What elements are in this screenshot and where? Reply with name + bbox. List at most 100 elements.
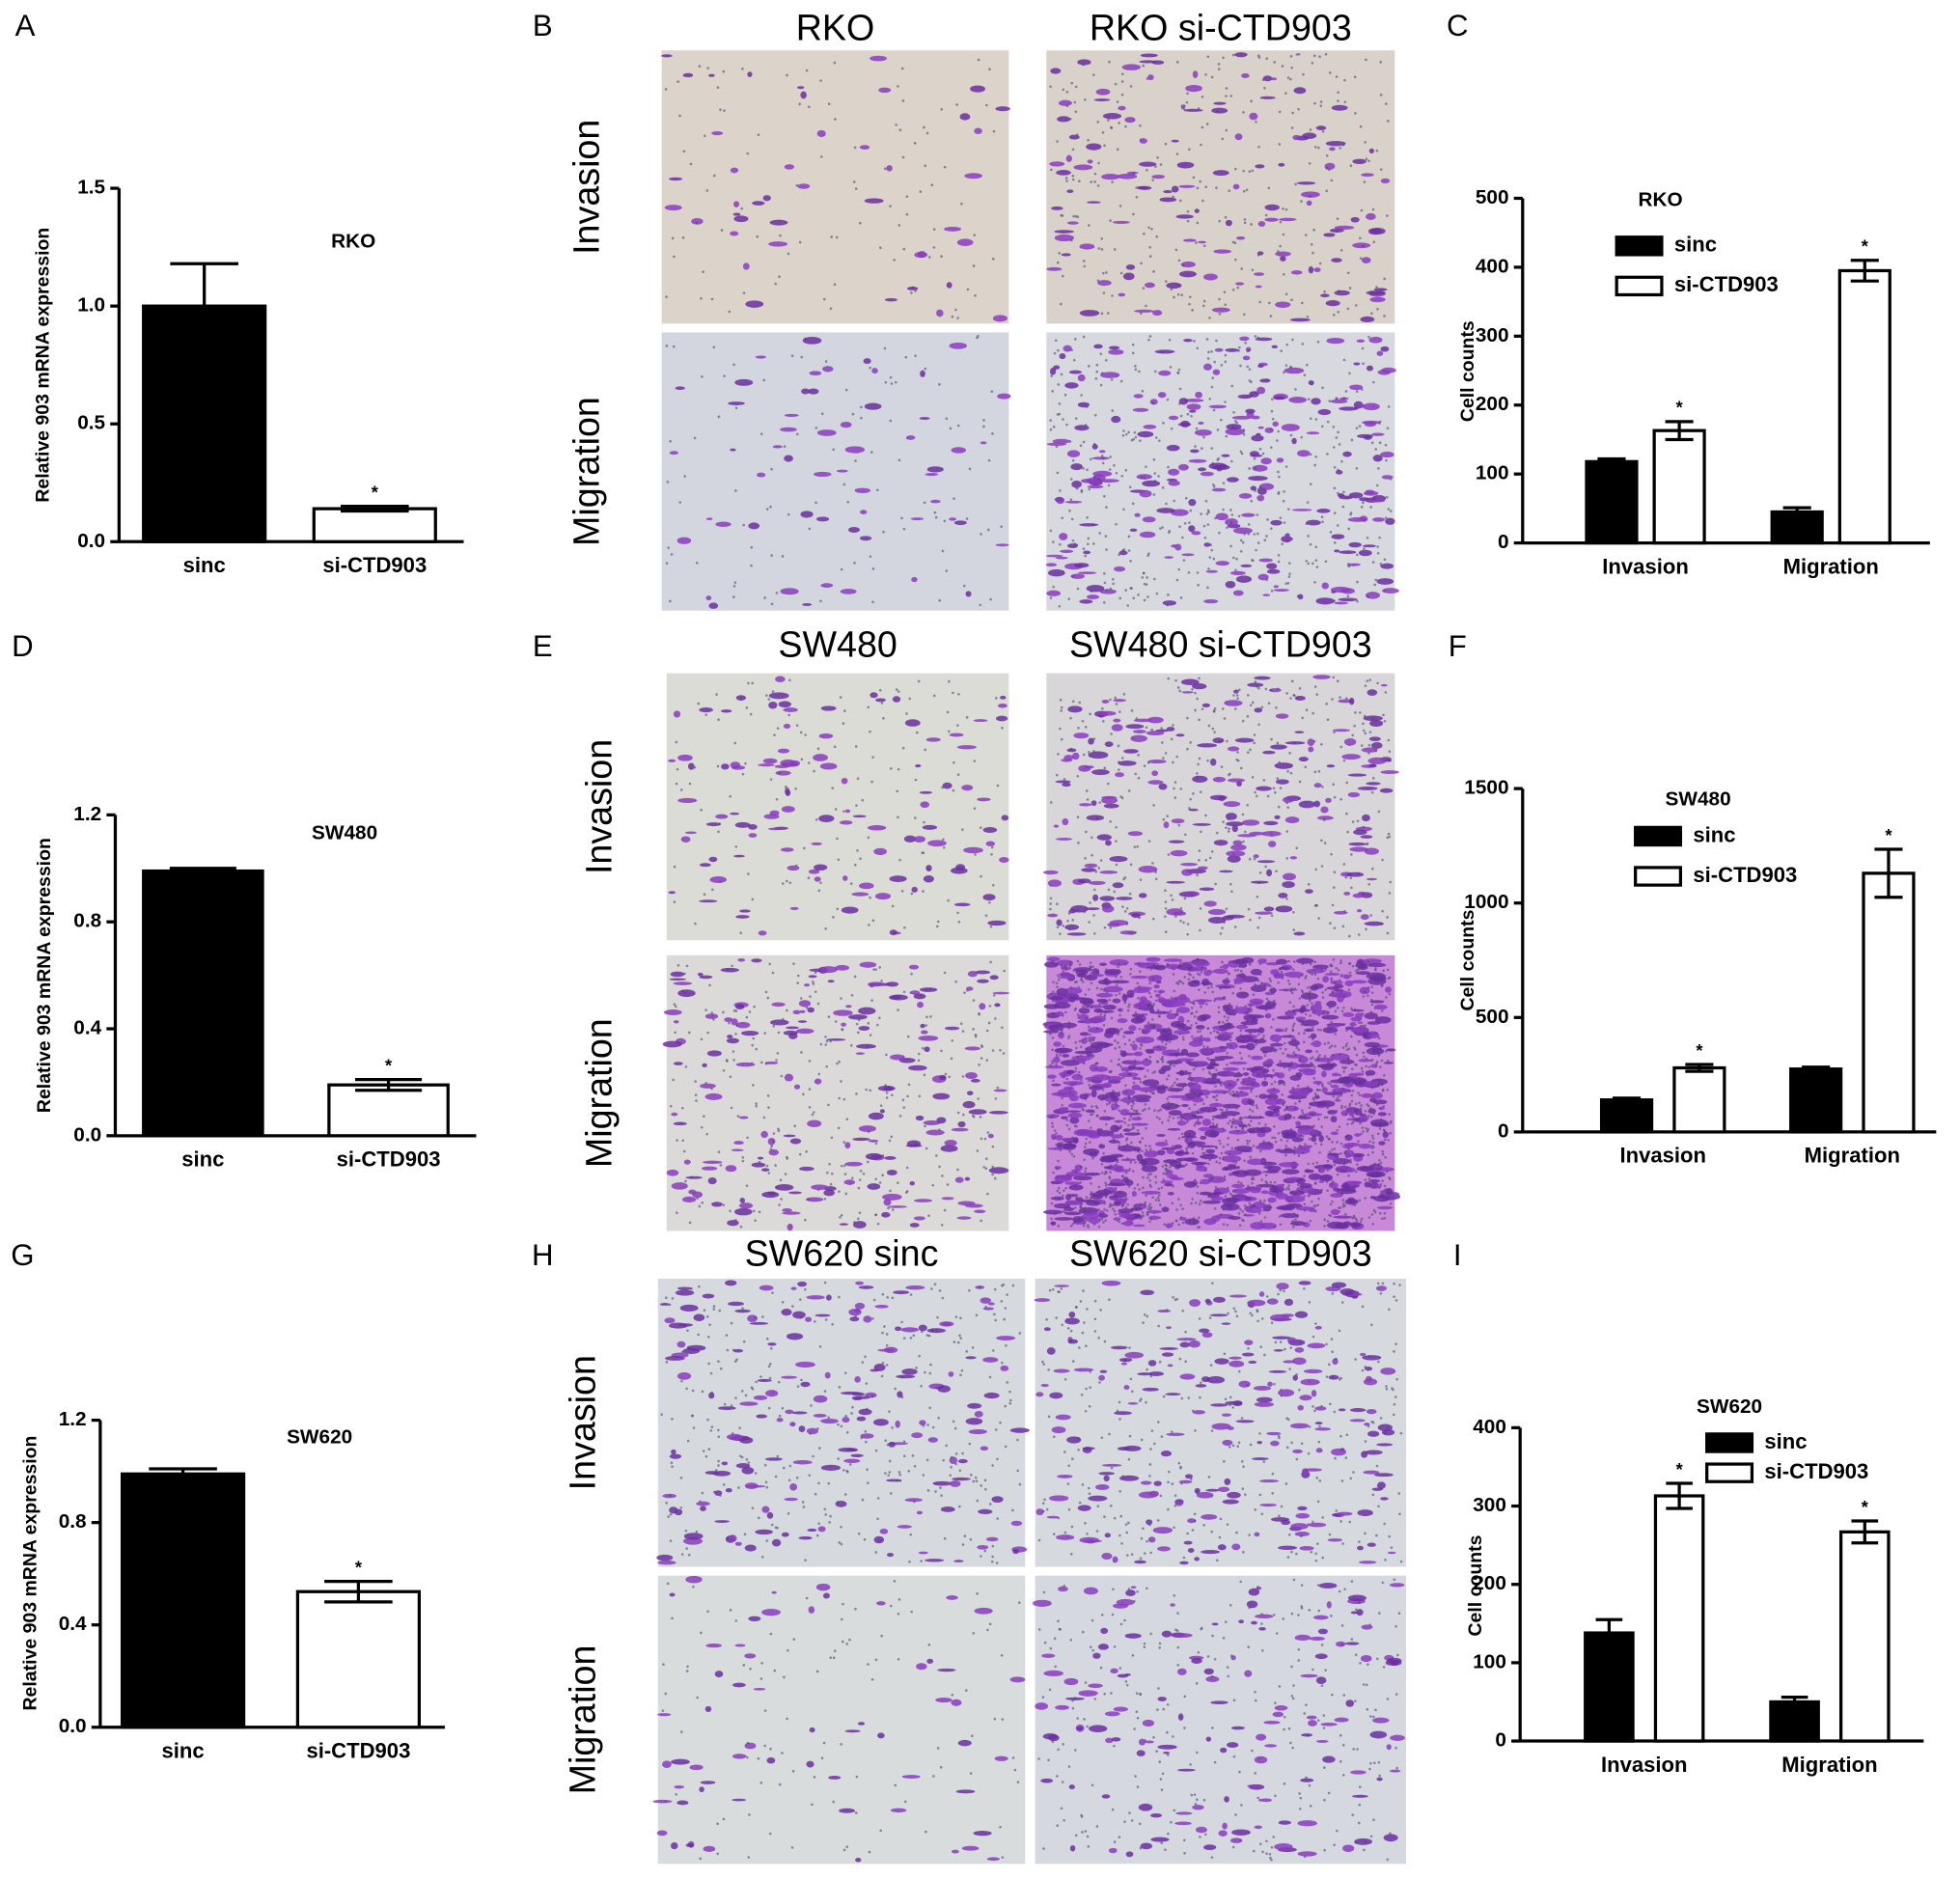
- stained-cell: [1232, 183, 1240, 190]
- stained-cell: [687, 1031, 691, 1035]
- stained-cell: [751, 1162, 766, 1168]
- stained-cell: [1347, 791, 1361, 798]
- stained-cell: [1068, 370, 1082, 374]
- stained-cell: [1253, 857, 1256, 861]
- stained-cell: [1103, 926, 1107, 929]
- stained-cell: [901, 1098, 905, 1102]
- stained-cell: [1358, 1199, 1362, 1202]
- stained-cell: [1243, 1203, 1247, 1207]
- stained-cell: [1086, 1200, 1101, 1206]
- stained-cell: [1348, 842, 1366, 846]
- stained-cell: [1309, 962, 1312, 966]
- stained-cell: [1362, 501, 1365, 505]
- stained-cell: [1215, 339, 1218, 343]
- stained-cell: [940, 1145, 958, 1152]
- stained-cell: [875, 488, 879, 492]
- stained-cell: [842, 1097, 846, 1101]
- stained-cell: [834, 808, 838, 811]
- stained-cell: [1087, 159, 1093, 164]
- stained-cell: [1364, 1181, 1371, 1188]
- stained-cell: [1052, 1012, 1055, 1015]
- stained-cell: [917, 1001, 925, 1009]
- stained-cell: [729, 794, 732, 798]
- stained-cell: [1180, 862, 1199, 867]
- stained-cell: [1159, 197, 1177, 203]
- stained-cell: [1254, 467, 1257, 470]
- stained-cell: [741, 68, 744, 70]
- stained-cell: [800, 91, 807, 99]
- stained-cell: [1085, 1036, 1088, 1039]
- stained-cell: [1370, 985, 1373, 988]
- stained-cell: [1112, 1190, 1115, 1193]
- stained-cell: [1371, 561, 1375, 564]
- micrograph-background: [661, 332, 1009, 611]
- stained-cell: [1103, 601, 1106, 604]
- stained-cell: [1049, 161, 1065, 167]
- stained-cell: [1282, 273, 1285, 276]
- stained-cell: [799, 1166, 814, 1172]
- stained-cell: [1231, 240, 1235, 244]
- stained-cell: [768, 1148, 779, 1156]
- stained-cell: [1313, 685, 1317, 688]
- stained-cell: [735, 1062, 756, 1067]
- stained-cell: [1224, 1005, 1228, 1008]
- stained-cell: [1349, 512, 1352, 516]
- stained-cell: [1215, 561, 1229, 566]
- stained-cell: [1381, 1149, 1385, 1153]
- stained-cell: [1097, 1185, 1101, 1189]
- stained-cell: [729, 1209, 732, 1213]
- stained-cell: [1134, 309, 1154, 313]
- stained-cell: [1215, 1093, 1219, 1097]
- stained-cell: [1270, 77, 1278, 81]
- stained-cell: [1114, 566, 1126, 572]
- stained-cell: [1296, 1046, 1299, 1050]
- stained-cell: [1103, 803, 1119, 809]
- stained-cell: [1364, 847, 1379, 855]
- stained-cell: [1383, 315, 1386, 318]
- stained-cell: [1068, 1093, 1079, 1102]
- stained-cell: [667, 546, 670, 549]
- stained-cell: [830, 1172, 834, 1175]
- stained-cell: [768, 692, 789, 700]
- stained-cell: [987, 920, 1007, 926]
- stained-cell: [784, 413, 799, 417]
- stained-cell: [1333, 988, 1344, 992]
- stained-cell: [1370, 1213, 1374, 1216]
- stained-cell: [1128, 1025, 1137, 1032]
- stained-cell: [1213, 731, 1216, 733]
- stained-cell: [700, 808, 703, 812]
- stained-cell: [798, 102, 801, 106]
- stained-cell: [1080, 1206, 1083, 1209]
- stained-cell: [1103, 1004, 1117, 1010]
- stained-cell: [1326, 1000, 1337, 1008]
- stained-cell: [991, 258, 995, 261]
- stained-cell: [1147, 1204, 1151, 1208]
- stained-cell: [1124, 1084, 1127, 1088]
- stained-cell: [1120, 93, 1124, 97]
- stained-cell: [1281, 65, 1284, 68]
- stained-cell: [1069, 478, 1073, 481]
- stained-cell: [883, 1199, 892, 1206]
- stained-cell: [1309, 990, 1311, 993]
- stained-cell: [1377, 467, 1380, 470]
- stained-cell: [734, 489, 737, 492]
- stained-cell: [1062, 418, 1064, 421]
- stained-cell: [982, 419, 985, 422]
- stained-cell: [1298, 1059, 1302, 1062]
- stained-cell: [872, 968, 875, 971]
- stained-cell: [1328, 1024, 1340, 1028]
- stained-cell: [1236, 751, 1239, 754]
- stained-cell: [774, 764, 789, 769]
- stained-cell: [1277, 1132, 1281, 1135]
- stained-cell: [1202, 244, 1206, 247]
- stained-cell: [1288, 751, 1291, 755]
- stained-cell: [1311, 1002, 1313, 1005]
- stained-cell: [1242, 840, 1245, 843]
- stained-cell: [1266, 794, 1270, 798]
- stained-cell: [1062, 782, 1071, 788]
- stained-cell: [1202, 983, 1206, 986]
- stained-cell: [1055, 339, 1058, 343]
- stained-cell: [1320, 1188, 1323, 1192]
- stained-cell: [1174, 248, 1178, 252]
- stained-cell: [778, 771, 782, 774]
